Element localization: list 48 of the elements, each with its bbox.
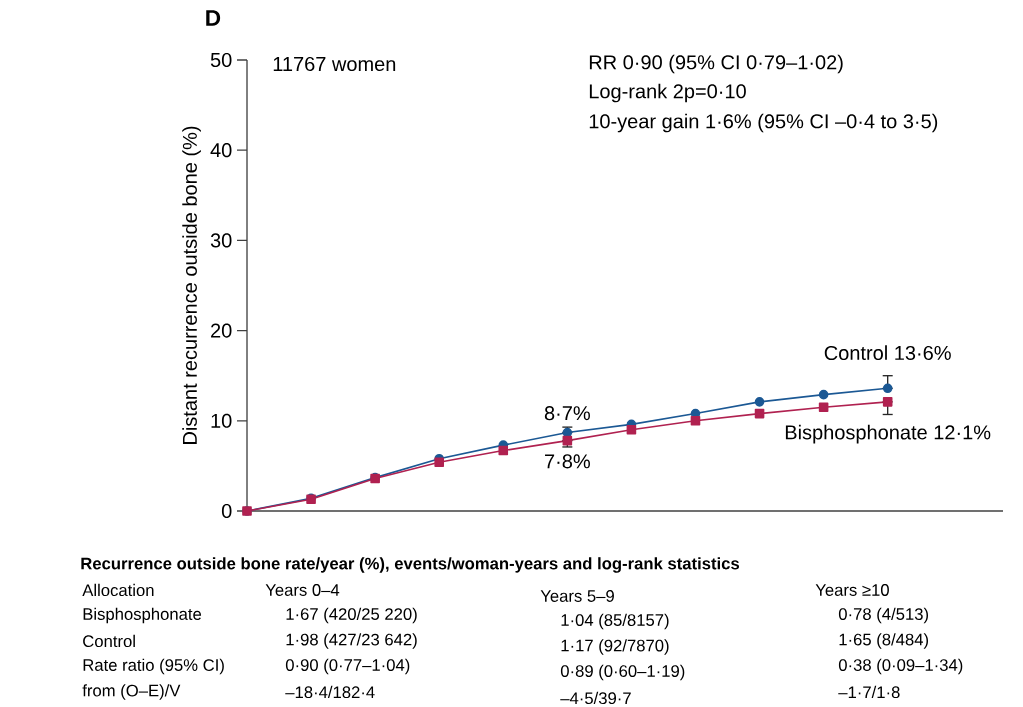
text: Bisphosphonate	[83, 607, 202, 624]
y-tick-label: 0	[221, 503, 232, 519]
chart-title: D	[206, 10, 221, 26]
text: Control	[83, 634, 135, 648]
point	[626, 425, 637, 435]
annotation: RR 0·90 (95% CI 0·79–1·02)	[589, 54, 843, 74]
y-tick-label: 30	[210, 233, 232, 248]
text: Years 5–9	[540, 590, 614, 602]
point	[690, 416, 701, 426]
point	[434, 457, 445, 468]
y-tick-label: 10	[211, 413, 232, 428]
text: –1·7/1·8	[838, 685, 900, 699]
text: Years ≥10	[815, 584, 889, 596]
y-tick-label: 50	[210, 52, 232, 68]
annotation: Bisphosphonate 12·1%	[785, 424, 991, 444]
text: 0·89 (0·60–1·19)	[560, 664, 685, 681]
text: 1·17 (92/7870)	[561, 639, 669, 655]
point	[562, 435, 573, 446]
text: 0·78 (4/513)	[838, 607, 929, 624]
text: 1·98 (427/23 642)	[286, 633, 417, 649]
text: 0·90 (0·77–1·04)	[285, 658, 410, 675]
text: 1·65 (8/484)	[839, 633, 929, 649]
point	[754, 397, 765, 407]
y-tick-label: 20	[211, 323, 232, 338]
annotation: Log-rank 2p=0·10	[589, 83, 746, 103]
annotation: Control 13·6%	[824, 345, 951, 361]
text: Years 0–4	[265, 584, 340, 596]
point	[818, 389, 829, 400]
point	[498, 445, 509, 456]
annotation: 11767 women	[273, 56, 396, 72]
point	[818, 402, 829, 413]
text: 1·67 (420/25 220)	[286, 607, 417, 624]
text: Rate ratio (95% CI)	[83, 658, 224, 675]
annotation: 10-year gain 1·6% (95% CI –0·4 to 3·5)	[589, 113, 938, 133]
text: from (O–E)/V	[82, 684, 181, 700]
text: –18·4/182·4	[285, 685, 375, 699]
annotation: 8·7%	[544, 406, 590, 421]
text: Recurrence outside bone rate/year (%), events/woman-years and log-rank statistics	[81, 557, 740, 573]
point	[754, 408, 765, 419]
text: –4·5/39·7	[560, 691, 631, 705]
y-tick-label: 40	[210, 143, 232, 158]
y-axis-title: Distant recurrence outside bone (%)	[182, 126, 201, 444]
text: 1·04 (85/8157)	[561, 613, 669, 630]
annotation: 7·8%	[545, 454, 590, 469]
text: 0·38 (0·09–1·34)	[838, 658, 963, 675]
point	[882, 397, 893, 407]
point	[882, 383, 893, 394]
text: Allocation	[82, 583, 154, 597]
